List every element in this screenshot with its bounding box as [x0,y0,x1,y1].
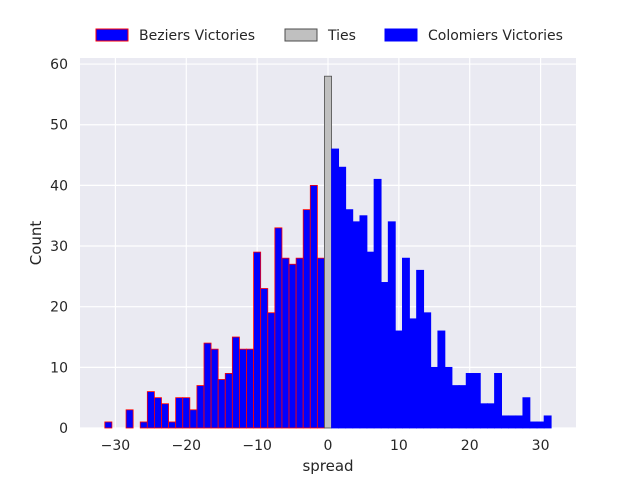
bar-beziers-victories-18 [253,251,262,429]
y-axis-ticks: 0 10 20 30 40 50 60 [50,57,68,437]
bar-beziers-victories-27 [316,257,325,429]
bar-beziers-victories-0 [104,421,113,429]
bar-beziers-victories-15 [231,336,240,429]
bar-colomiers-victories-5 [366,251,375,429]
bar-beziers-victories-19 [260,288,269,429]
bar-beziers-victories-21 [274,227,283,429]
y-tick-label: 10 [50,360,68,376]
bar-colomiers-victories-12 [416,269,425,429]
bar-colomiers-victories-16 [444,366,453,429]
y-tick-label: 40 [50,178,68,194]
bar-colomiers-victories-10 [401,257,410,429]
y-axis-label: Count [27,221,45,266]
legend-label-colomiers: Colomiers Victories [428,28,563,44]
y-tick-label: 60 [50,57,68,73]
bar-colomiers-victories-29 [536,421,545,429]
bar-beziers-victories-14 [224,373,233,429]
x-tick-label: 20 [461,438,479,454]
legend-label-ties: Ties [327,28,356,44]
bar-beziers-victories-10 [196,385,205,429]
bar-beziers-victories-16 [239,348,247,429]
x-axis-label: spread [302,457,353,475]
bar-colomiers-victories-6 [373,178,382,429]
bar-colomiers-victories-3 [352,221,361,429]
bar-beziers-victories-20 [267,312,276,429]
bars [104,75,552,429]
bar-beziers-victories-8 [182,397,191,429]
x-tick-label: −10 [242,438,272,454]
bar-colomiers-victories-25 [508,415,517,429]
bar-beziers-victories-23 [288,263,297,429]
bar-beziers-victories-3 [146,391,155,429]
legend-swatch-beziers [95,28,129,42]
y-tick-label: 20 [50,300,68,316]
x-tick-label: 0 [324,438,333,454]
bar-colomiers-victories-1 [338,166,347,429]
x-tick-label: −30 [101,438,131,454]
legend-label-beziers: Beziers Victories [139,28,255,44]
bar-colomiers-victories-26 [515,415,524,429]
bar-colomiers-victories-27 [522,397,531,429]
bar-colomiers-victories-30 [543,415,552,429]
bar-colomiers-victories-21 [479,403,488,429]
bar-beziers-victories-11 [203,342,212,429]
x-tick-label: 30 [532,438,550,454]
x-tick-label: −20 [172,438,202,454]
bar-colomiers-victories-22 [487,403,495,429]
bar-beziers-victories-1 [125,409,134,429]
bar-colomiers-victories-4 [359,215,368,429]
bar-colomiers-victories-24 [501,415,510,429]
y-tick-label: 0 [59,421,68,437]
legend-swatch-colomiers [384,28,418,42]
bar-colomiers-victories-9 [394,330,403,429]
bar-colomiers-victories-0 [331,148,340,429]
bar-beziers-victories-9 [189,409,198,429]
bar-colomiers-victories-23 [494,373,502,429]
bar-beziers-victories-26 [309,184,318,429]
bar-beziers-victories-5 [161,403,169,429]
bar-colomiers-victories-19 [465,373,474,429]
bar-beziers-victories-4 [153,397,162,429]
bar-colomiers-victories-15 [437,330,446,429]
bar-beziers-victories-17 [246,348,254,429]
bar-beziers-victories-2 [139,421,148,429]
bar-colomiers-victories-17 [451,385,460,429]
bar-colomiers-victories-2 [345,209,354,429]
bar-colomiers-victories-8 [387,221,396,429]
bar-beziers-victories-13 [217,379,226,429]
bar-beziers-victories-6 [168,421,177,429]
bar-ties-0 [324,75,332,429]
y-tick-label: 50 [50,118,68,134]
x-axis-ticks: −30 −20 −10 0 10 20 30 [101,438,550,454]
bar-beziers-victories-24 [295,257,304,429]
x-tick-label: 10 [390,438,408,454]
legend: Beziers Victories Ties Colomiers Victori… [95,28,563,44]
bar-beziers-victories-22 [281,257,290,429]
bar-colomiers-victories-11 [409,318,417,429]
bar-beziers-victories-7 [175,397,184,429]
y-tick-label: 30 [50,239,68,255]
legend-swatch-ties [284,28,318,42]
bar-colomiers-victories-20 [472,373,481,429]
bar-colomiers-victories-28 [529,421,538,429]
bar-colomiers-victories-18 [458,385,467,429]
bar-beziers-victories-25 [302,209,311,429]
bar-beziers-victories-12 [210,348,219,429]
bar-colomiers-victories-13 [423,312,432,429]
bar-colomiers-victories-7 [380,282,389,429]
bar-colomiers-victories-14 [430,366,439,429]
